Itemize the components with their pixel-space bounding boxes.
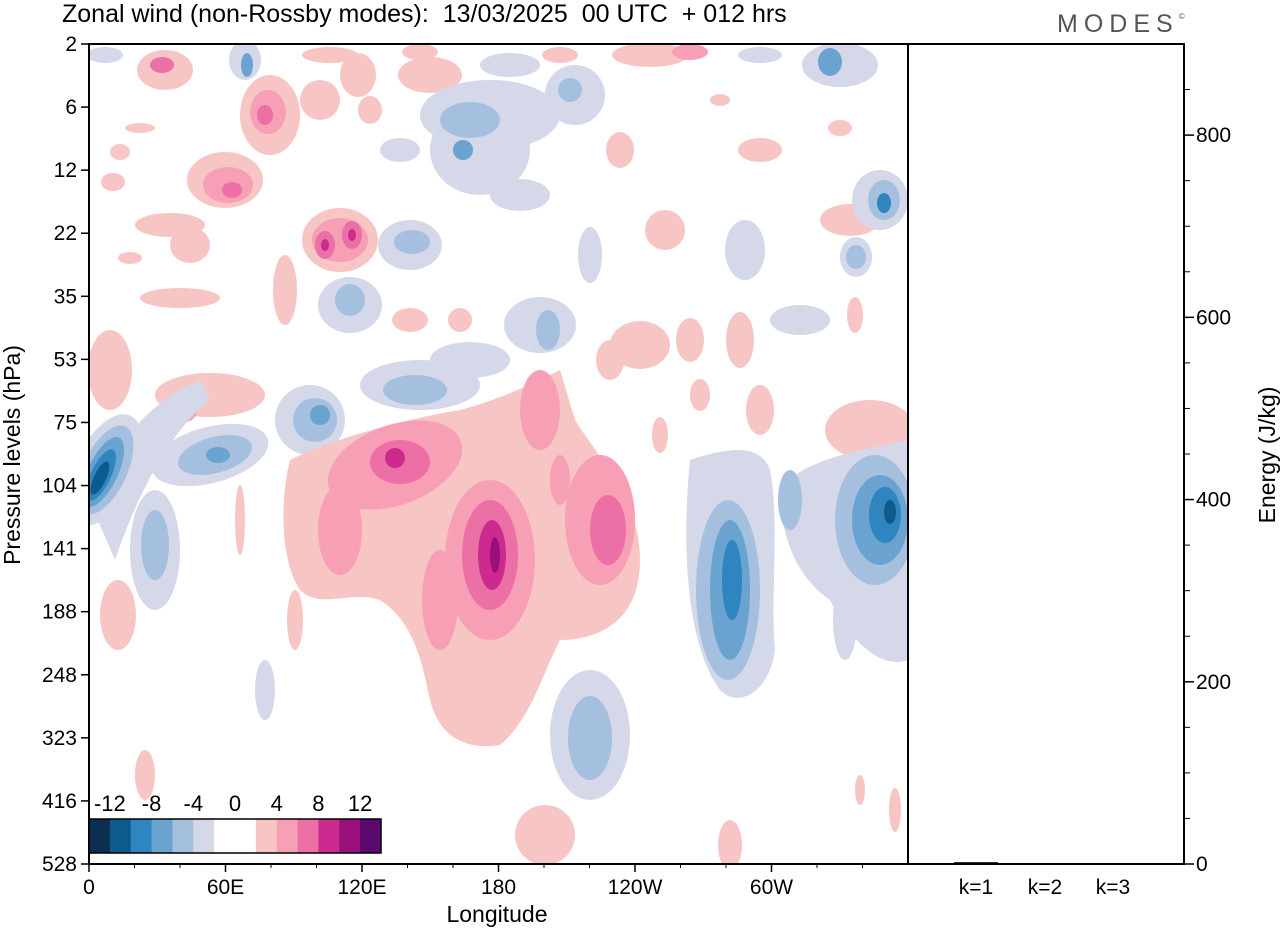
feature-blue-left [89, 380, 210, 560]
feature-blue-70w [686, 450, 775, 698]
energy-plot-frame [907, 43, 1185, 865]
x-tick-label: 60W [750, 876, 793, 899]
contour-background-patches [89, 44, 908, 460]
energy-axis-title: Energy (J/kg) [1254, 387, 1280, 524]
bar-category-label: k=2 [1028, 876, 1062, 899]
colorbar-label: 0 [229, 791, 241, 816]
bar-category-label: k=3 [1096, 876, 1130, 899]
energy-bar [1091, 863, 1135, 865]
pressure-axis: 2 6 12 22 35 53 75 104 141 188 248 323 416 528 [42, 33, 89, 876]
y-tick-label: 188 [42, 601, 77, 624]
colorbar-swatch [214, 819, 236, 853]
y-tick-label: 104 [42, 475, 77, 498]
colorbar-swatch [235, 819, 257, 853]
feature-lower-field [100, 485, 901, 864]
y-tick-label: 528 [42, 853, 77, 876]
brand-logo: MODES© [1057, 10, 1185, 38]
x-tick-label: 60E [207, 876, 244, 899]
energy-tick-label: 400 [1196, 489, 1231, 512]
y-tick-label: 22 [54, 222, 77, 245]
y-tick-label: 75 [54, 411, 77, 434]
y-tick-label: 53 [54, 348, 77, 371]
x-tick-label: 180 [481, 876, 516, 899]
colorbar-swatch [193, 819, 215, 853]
energy-bar [1023, 863, 1067, 865]
colorbar-swatch [89, 819, 111, 853]
y-tick-label: 323 [42, 727, 77, 750]
colorbar-label: 8 [312, 791, 324, 816]
colorbar-swatch [297, 819, 319, 853]
y-tick-label: 248 [42, 664, 77, 687]
x-tick-label: 0 [83, 876, 95, 899]
y-tick-label: 6 [65, 96, 77, 119]
colorbar-label: -8 [142, 791, 162, 816]
colorbar-swatch [151, 819, 173, 853]
feature-blue-right [778, 440, 908, 662]
colorbar-label: 4 [271, 791, 283, 816]
y-tick-label: 416 [42, 790, 77, 813]
bar-category-label: k=1 [959, 876, 993, 899]
y-axis-title: Pressure levels (hPa) [0, 345, 25, 565]
wind-contour-field [89, 44, 908, 864]
colorbar-swatch [172, 819, 194, 853]
colorbar-frame [88, 818, 382, 854]
energy-tick-label: 200 [1196, 671, 1231, 694]
x-tick-label: 120E [337, 876, 386, 899]
colorbar-swatch [255, 819, 278, 853]
colorbar-swatch [130, 819, 153, 853]
y-tick-label: 141 [42, 538, 77, 561]
feature-blue-60e [130, 423, 269, 610]
colorbar-label: -4 [184, 791, 204, 816]
colorbar-label: -12 [94, 791, 126, 816]
x-tick-label: 120W [608, 876, 663, 899]
energy-bar [954, 862, 998, 864]
colorbar-swatch [276, 819, 299, 853]
colorbar-swatch [109, 819, 132, 853]
y-tick-label: 35 [54, 285, 77, 308]
y-tick-label: 2 [65, 33, 77, 56]
colorbar-label: 12 [348, 791, 372, 816]
page-title: Zonal wind (non-Rossby modes): 13/03/202… [62, 0, 787, 28]
colorbar-swatch [318, 819, 340, 853]
energy-axis: 0 200 400 600 800 [1184, 89, 1231, 876]
colorbar-swatch [339, 819, 361, 853]
energy-tick-label: 800 [1196, 124, 1231, 147]
energy-tick-label: 0 [1196, 853, 1208, 876]
energy-bars: k=1 k=2 k=3 [954, 862, 1135, 899]
x-axis-title: Longitude [446, 901, 547, 927]
energy-tick-label: 600 [1196, 306, 1231, 329]
longitude-axis: 0 60E 120E 180 120W 60W [83, 864, 863, 899]
colorbar-legend: -12 -8 -4 0 4 8 12 [88, 791, 382, 854]
y-tick-label: 12 [54, 159, 77, 182]
feature-pink-center [283, 370, 640, 747]
colorbar-swatch [360, 819, 382, 853]
